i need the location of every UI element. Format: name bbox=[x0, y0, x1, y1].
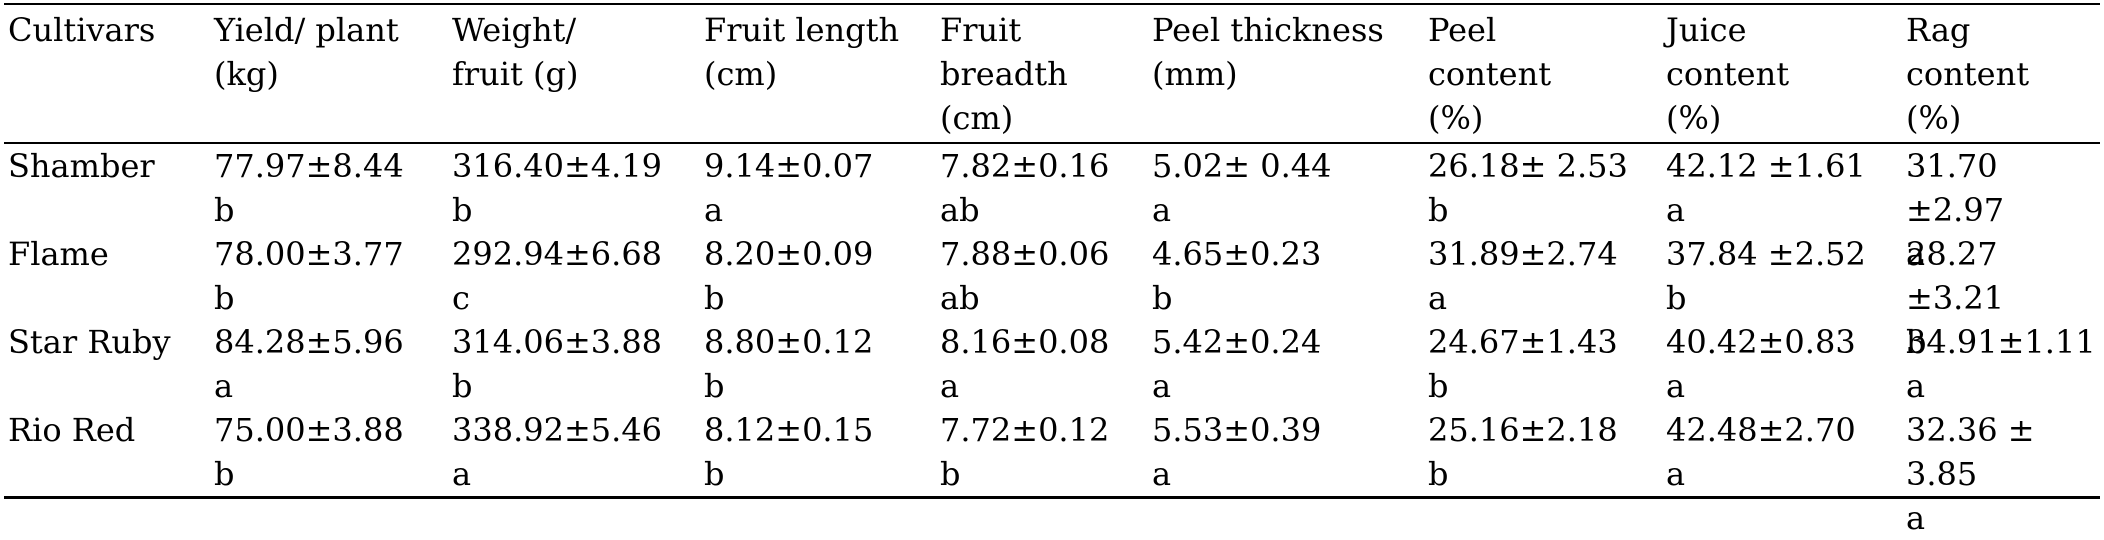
table-cell: 28.27 ±3.21 b bbox=[1906, 235, 2005, 361]
table-cell: 7.82±0.16 ab bbox=[940, 147, 1110, 229]
table-cell: 4.65±0.23 b bbox=[1152, 235, 1322, 317]
cultivar-name: Rio Red bbox=[8, 411, 136, 449]
table-cell: 8.12±0.15 b bbox=[704, 411, 874, 493]
cultivar-name: Star Ruby bbox=[8, 323, 171, 361]
table-cell: 316.40±4.19 b bbox=[452, 147, 663, 229]
table-cell: 24.67±1.43 b bbox=[1428, 323, 1618, 405]
table-cell: 292.94±6.68 c bbox=[452, 235, 663, 317]
table-bottom-rule bbox=[4, 496, 2100, 499]
cultivar-name: Shamber bbox=[8, 147, 155, 185]
header-rag-content: Rag content (%) bbox=[1906, 11, 2030, 137]
header-fruit-length: Fruit length (cm) bbox=[704, 11, 900, 93]
table-cell: 37.84 ±2.52 b bbox=[1666, 235, 1866, 317]
data-table: Cultivars Yield/ plant (kg) Weight/ frui… bbox=[4, 3, 2100, 537]
header-juice-content: Juice content (%) bbox=[1666, 11, 1790, 137]
table-cell: 5.42±0.24 a bbox=[1152, 323, 1322, 405]
header-rule bbox=[4, 142, 2100, 144]
table-cell: 314.06±3.88 b bbox=[452, 323, 663, 405]
table-cell: 77.97±8.44 b bbox=[214, 147, 404, 229]
table-cell: 26.18± 2.53 b bbox=[1428, 147, 1628, 229]
table-cell: 42.48±2.70 a bbox=[1666, 411, 1856, 493]
header-peel-content: Peel content (%) bbox=[1428, 11, 1552, 137]
cultivar-name: Flame bbox=[8, 235, 109, 273]
table-cell: 8.16±0.08 a bbox=[940, 323, 1110, 405]
table-cell: 31.89±2.74 a bbox=[1428, 235, 1618, 317]
table-cell: 5.02± 0.44 a bbox=[1152, 147, 1332, 229]
table-cell: 338.92±5.46 a bbox=[452, 411, 663, 493]
header-peel-thickness: Peel thickness (mm) bbox=[1152, 11, 1384, 93]
table-cell: 84.28±5.96 a bbox=[214, 323, 404, 405]
table-cell: 34.91±1.11 a bbox=[1906, 323, 2096, 405]
table-cell: 75.00±3.88 b bbox=[214, 411, 404, 493]
header-fruit-breadth: Fruit breadth (cm) bbox=[940, 11, 1068, 137]
header-cultivars: Cultivars bbox=[8, 11, 156, 49]
table-cell: 9.14±0.07 a bbox=[704, 147, 874, 229]
table-cell: 7.72±0.12 b bbox=[940, 411, 1110, 493]
header-yield-per-plant: Yield/ plant (kg) bbox=[214, 11, 399, 93]
header-weight-per-fruit: Weight/ fruit (g) bbox=[452, 11, 579, 93]
table-cell: 7.88±0.06 ab bbox=[940, 235, 1110, 317]
table-cell: 42.12 ±1.61 a bbox=[1666, 147, 1866, 229]
table-cell: 78.00±3.77 b bbox=[214, 235, 404, 317]
table-cell: 40.42±0.83 a bbox=[1666, 323, 1856, 405]
table-top-rule bbox=[4, 3, 2100, 5]
table-cell: 31.70 ±2.97 a bbox=[1906, 147, 2005, 273]
table-cell: 25.16±2.18 b bbox=[1428, 411, 1618, 493]
table-cell: 32.36 ± 3.85 a bbox=[1906, 411, 2035, 537]
table-cell: 8.80±0.12 b bbox=[704, 323, 874, 405]
table-cell: 5.53±0.39 a bbox=[1152, 411, 1322, 493]
table-cell: 8.20±0.09 b bbox=[704, 235, 874, 317]
